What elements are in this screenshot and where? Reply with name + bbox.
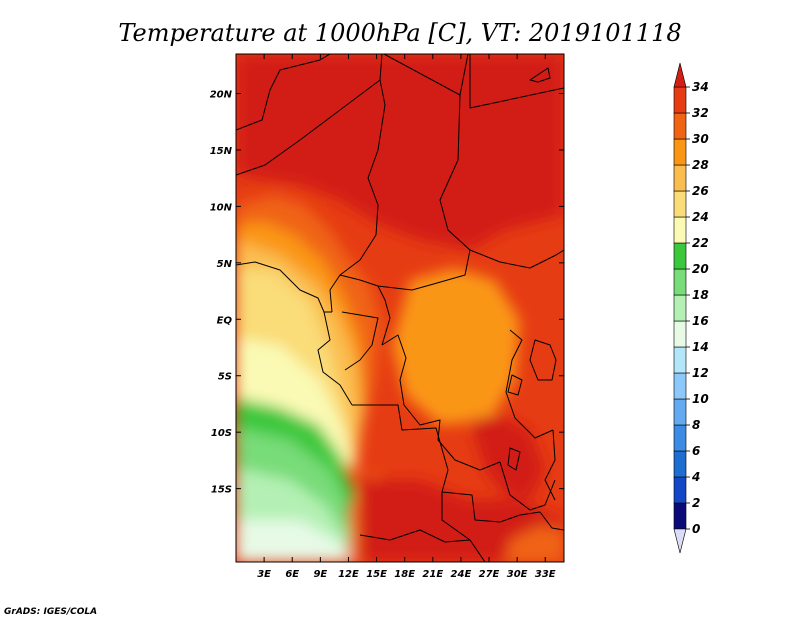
colorbar-label: 2 <box>692 496 700 510</box>
colorbar-label: 32 <box>692 106 709 120</box>
x-tick-label: 6E <box>285 569 299 580</box>
colorbar-label: 10 <box>692 392 709 406</box>
colorbar-segment <box>673 476 687 504</box>
x-tick-label: 33E <box>535 569 556 580</box>
y-tick-label: 5N <box>217 259 233 270</box>
colorbar-segment <box>673 86 687 114</box>
colorbar-label: 24 <box>692 210 709 224</box>
colorbar-segment <box>673 190 687 218</box>
x-tick-label: 15E <box>366 569 387 580</box>
y-tick-label: 20N <box>210 90 233 101</box>
colorbar-label: 0 <box>692 522 700 536</box>
y-tick-label: 5S <box>218 372 232 383</box>
colorbar-label: 26 <box>692 184 709 198</box>
x-tick-label: 30E <box>507 569 528 580</box>
y-tick-label: 15S <box>211 485 232 496</box>
x-tick-label: 3E <box>257 569 271 580</box>
x-tick-label: 27E <box>479 569 500 580</box>
colorbar-label: 28 <box>692 158 709 172</box>
colorbar-segment <box>673 268 687 296</box>
colorbar-label: 12 <box>692 366 709 380</box>
colorbar-segment <box>673 424 687 452</box>
x-tick-label: 24E <box>451 569 472 580</box>
x-tick-label: 12E <box>338 569 359 580</box>
colorbar-label: 20 <box>692 262 709 276</box>
colorbar-segment <box>673 502 687 530</box>
colorbar-label: 14 <box>692 340 709 354</box>
colorbar-segment <box>673 112 687 140</box>
colorbar-segment <box>673 138 687 166</box>
colorbar-under-triangle <box>673 528 687 554</box>
map-frame <box>235 53 565 563</box>
map-axes: 3E 6E 9E 12E 15E 18E 21E 24E 27E 30E 33E 20N 15N 10N 5… <box>210 54 564 580</box>
colorbar-segment <box>673 320 687 348</box>
colorbar-over-triangle <box>673 62 687 88</box>
y-tick-label: 15N <box>210 146 233 157</box>
colorbar-label: 30 <box>692 132 709 146</box>
y-tick-label: 10S <box>211 428 232 439</box>
y-tick-label: EQ <box>217 315 233 326</box>
colorbar-label: 4 <box>691 470 700 484</box>
colorbar-label: 22 <box>692 236 709 250</box>
colorbar-segment <box>673 164 687 192</box>
grads-credit: GrADS: IGES/COLA <box>4 607 97 617</box>
colorbar-label: 16 <box>692 314 709 328</box>
colorbar-segment <box>673 216 687 244</box>
temperature-field <box>236 54 564 562</box>
map-title: Temperature at 1000hPa [C], VT: 20191011… <box>118 19 681 47</box>
colorbar-segment <box>673 242 687 270</box>
colorbar-label: 18 <box>692 288 709 302</box>
x-tick-label: 21E <box>422 569 443 580</box>
colorbar-segment <box>673 450 687 478</box>
colorbar-label: 8 <box>692 418 700 432</box>
colorbar-segment <box>673 294 687 322</box>
colorbar-segment <box>673 398 687 426</box>
country-borders <box>236 54 564 562</box>
colorbar-segment <box>673 346 687 374</box>
y-tick-label: 10N <box>210 202 233 213</box>
x-tick-label: 9E <box>313 569 327 580</box>
colorbar-label: 34 <box>692 80 709 94</box>
colorbar-segment <box>673 372 687 400</box>
colorbar-label: 6 <box>692 444 700 458</box>
x-tick-label: 18E <box>394 569 415 580</box>
